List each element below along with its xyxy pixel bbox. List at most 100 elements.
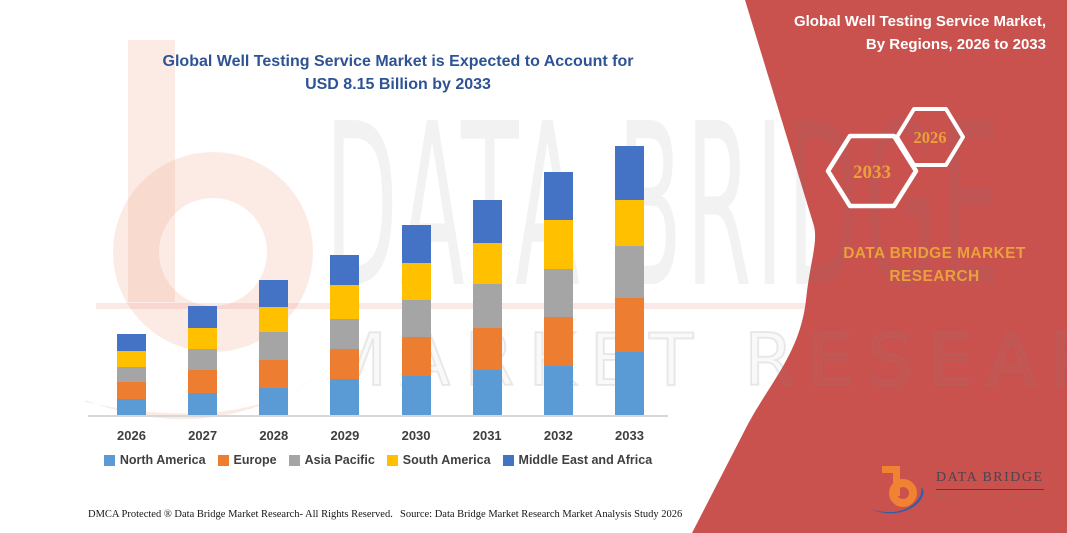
bar-segment-europe-2028	[259, 359, 289, 388]
x-axis-label-2026: 2026	[117, 428, 146, 443]
bar-column-2031: 2031	[472, 143, 502, 443]
bar-segment-north-america-2030	[401, 376, 431, 415]
bar-segment-south-america-2033	[614, 200, 644, 247]
hexagon-2026	[895, 107, 965, 167]
bar-segment-asia-pacific-2033	[614, 246, 644, 298]
logo-text-block: DATA BRIDGE MARKET RESEARCH	[936, 460, 1052, 500]
bar-segment-europe-2033	[614, 297, 644, 353]
legend-item-asia-pacific: Asia Pacific	[288, 453, 375, 467]
x-axis-label-2028: 2028	[259, 428, 289, 443]
bar-stack-2026	[117, 143, 146, 415]
bar-segment-north-america-2029	[330, 379, 360, 415]
x-axis-line	[88, 415, 668, 417]
legend: North America Europe Asia Pacific South Ame…	[88, 453, 668, 467]
bar-segment-middle-east-and-africa-2027	[188, 306, 218, 328]
bar-segment-europe-2030	[401, 337, 431, 377]
watermark-market-research: MARKET RESEARCH	[324, 318, 1067, 402]
bar-segment-south-america-2027	[188, 327, 218, 349]
bar-segment-middle-east-and-africa-2026	[117, 333, 146, 352]
sidebar-header: Global Well Testing Service Market, By R…	[794, 10, 1046, 57]
bar-segment-europe-2032	[543, 316, 573, 366]
legend-item-south-america: South America	[386, 453, 491, 467]
bar-segment-europe-2029	[330, 349, 360, 380]
data-bridge-logo: DATA BRIDGE MARKET RESEARCH	[869, 460, 1052, 516]
x-axis-label-2030: 2030	[401, 428, 431, 443]
logo-subtitle: MARKET RESEARCH	[936, 493, 1052, 500]
legend-swatch-asia-pacific	[288, 454, 300, 466]
bar-column-2029: 2029	[330, 143, 360, 443]
legend-label-south-america: South America	[402, 453, 491, 467]
legend-label-middle-east-and-africa: Middle East and Africa	[518, 453, 653, 467]
watermark-red-band	[96, 303, 808, 309]
bar-segment-europe-2027	[188, 369, 218, 393]
bar-segment-south-america-2032	[543, 219, 573, 270]
bar-segment-asia-pacific-2029	[330, 318, 360, 350]
legend-swatch-europe	[217, 454, 229, 466]
bar-stack-2032	[543, 143, 573, 415]
footer-dmca: DMCA Protected ® Data Bridge Market Rese…	[88, 509, 393, 520]
bar-stack-2031	[472, 143, 502, 415]
bar-segment-middle-east-and-africa-2030	[401, 225, 431, 263]
data-bridge-logo-icon	[872, 466, 924, 514]
logo-name: DATA BRIDGE	[936, 470, 1044, 485]
bar-segment-europe-2026	[117, 382, 146, 400]
bar-segment-north-america-2026	[117, 399, 146, 415]
legend-swatch-middle-east-and-africa	[502, 454, 514, 466]
bar-segment-south-america-2026	[117, 351, 146, 367]
legend-item-europe: Europe	[217, 453, 277, 467]
bar-segment-middle-east-and-africa-2033	[614, 146, 644, 201]
bar-segment-asia-pacific-2030	[401, 299, 431, 338]
bar-segment-south-america-2028	[259, 307, 289, 333]
bar-segment-north-america-2027	[188, 392, 218, 415]
x-axis-label-2031: 2031	[472, 428, 502, 443]
bar-column-2026: 2026	[117, 143, 146, 443]
bar-segment-north-america-2031	[472, 370, 502, 415]
sidebar-header-line1: Global Well Testing Service Market,	[793, 13, 1046, 30]
bar-stack-2033	[614, 143, 644, 415]
bar-segment-middle-east-and-africa-2032	[543, 172, 573, 220]
hexagon-2026-label: 2026	[914, 128, 947, 147]
chart-title: Global Well Testing Service Market is Ex…	[90, 50, 706, 96]
bar-segment-asia-pacific-2027	[188, 348, 218, 370]
chart-title-line2: USD 8.15 Billion by 2033	[305, 76, 491, 94]
bar-segment-north-america-2032	[543, 365, 573, 415]
legend-label-asia-pacific: Asia Pacific	[304, 453, 375, 467]
legend-swatch-south-america	[386, 454, 398, 466]
bar-segment-middle-east-and-africa-2029	[330, 254, 360, 285]
x-axis-label-2032: 2032	[543, 428, 573, 443]
hexagon-2033-label: 2033	[853, 162, 891, 183]
bar-segment-south-america-2030	[401, 262, 431, 300]
x-axis-label-2033: 2033	[615, 428, 644, 443]
sidebar-brand-line2: RESEARCH	[889, 268, 980, 285]
bar-segment-asia-pacific-2028	[259, 332, 289, 360]
bar-segment-north-america-2028	[259, 387, 289, 415]
year-hexagons: 2033 2026	[825, 107, 965, 209]
bar-segment-asia-pacific-2026	[117, 366, 146, 383]
legend-label-europe: Europe	[233, 453, 277, 467]
legend-item-north-america: North America	[103, 453, 206, 467]
plot-area: 2026 2027 2028 2029 2030 2031 2032 2033	[88, 143, 668, 443]
bar-column-2032: 2032	[543, 143, 573, 443]
chart-title-line1: Global Well Testing Service Market is Ex…	[162, 53, 634, 70]
bar-segment-south-america-2031	[472, 242, 502, 285]
bar-column-2027: 2027	[188, 143, 218, 443]
bar-column-2028: 2028	[259, 143, 289, 443]
bar-stack-2027	[188, 143, 218, 415]
bar-segment-asia-pacific-2032	[543, 269, 573, 317]
legend-label-north-america: North America	[119, 453, 206, 467]
bar-stack-2029	[330, 143, 360, 415]
logo-divider	[936, 489, 1044, 490]
bar-segment-south-america-2029	[330, 284, 360, 319]
sidebar-brand-text: DATA BRIDGE MARKET RESEARCH	[812, 242, 1057, 288]
legend-item-middle-east-and-africa: Middle East and Africa	[502, 453, 653, 467]
bar-stack-2030	[401, 143, 431, 415]
bar-column-2030: 2030	[401, 143, 431, 443]
sidebar-brand-line1: DATA BRIDGE MARKET	[843, 245, 1026, 262]
x-axis-label-2029: 2029	[330, 428, 360, 443]
footer-source: Source: Data Bridge Market Research Mark…	[400, 509, 683, 520]
bar-segment-middle-east-and-africa-2028	[259, 279, 289, 308]
bar-segment-asia-pacific-2031	[472, 284, 502, 329]
bar-segment-middle-east-and-africa-2031	[472, 199, 502, 243]
